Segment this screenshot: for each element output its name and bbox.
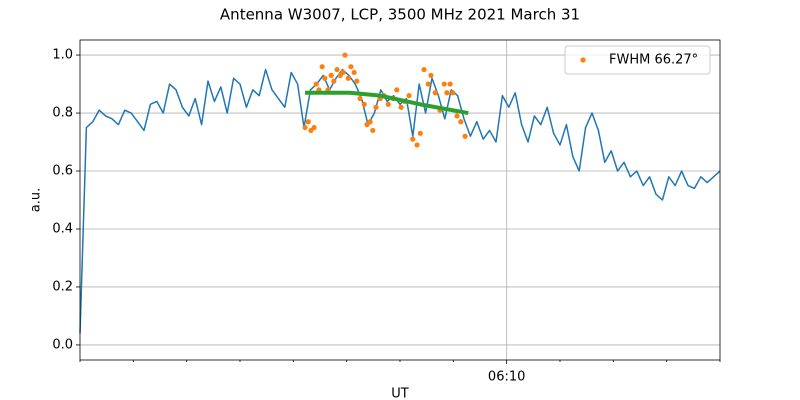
- data-point: [385, 101, 391, 107]
- data-point: [373, 104, 379, 110]
- data-point: [444, 90, 450, 96]
- data-point: [354, 78, 360, 84]
- axes-frame: [79, 39, 721, 361]
- data-point: [441, 81, 447, 87]
- data-point: [425, 81, 431, 87]
- data-point: [351, 69, 357, 76]
- data-point: [428, 72, 434, 78]
- y-tick-label: 0.2: [52, 279, 73, 294]
- legend-marker: [580, 57, 586, 63]
- y-tick-label: 0.6: [52, 164, 73, 179]
- data-point: [421, 66, 427, 73]
- data-point: [370, 127, 376, 134]
- data-point: [313, 81, 319, 87]
- data-point: [462, 133, 468, 139]
- data-point: [367, 119, 373, 125]
- data-point: [322, 75, 328, 81]
- legend-box: [564, 45, 711, 75]
- data-point: [447, 81, 453, 87]
- data-line: [79, 68, 721, 334]
- y-tick-label: 0.4: [52, 221, 73, 236]
- data-point: [454, 113, 460, 119]
- data-point: [398, 104, 404, 110]
- chart-title: Antenna W3007, LCP, 3500 MHz 2021 March …: [220, 6, 580, 24]
- legend-label: FWHM 66.27°: [609, 53, 698, 68]
- y-axis-label: a.u.: [29, 188, 44, 212]
- data-point: [361, 101, 367, 107]
- y-tick-label: 0.0: [52, 337, 73, 352]
- data-point: [458, 119, 464, 125]
- data-point: [406, 93, 412, 99]
- data-point: [450, 90, 456, 96]
- data-point: [357, 95, 363, 102]
- data-point: [410, 136, 416, 142]
- y-tick-label: 0.8: [52, 106, 73, 121]
- data-point: [328, 72, 334, 78]
- data-point: [417, 130, 423, 136]
- data-point: [394, 87, 400, 93]
- data-point: [432, 90, 438, 96]
- data-point: [305, 119, 311, 125]
- data-point: [319, 64, 325, 70]
- data-point: [345, 75, 351, 81]
- x-tick-label: 06:10: [488, 370, 525, 385]
- data-point: [334, 66, 340, 73]
- data-point: [311, 124, 317, 131]
- data-line: [305, 90, 469, 116]
- data-point: [302, 124, 308, 131]
- data-point: [414, 142, 420, 148]
- data-point: [340, 69, 346, 76]
- x-axis-label: UT: [391, 387, 409, 400]
- data-point: [331, 78, 337, 84]
- data-point: [348, 64, 354, 70]
- y-tick-label: 1.0: [52, 48, 73, 63]
- data-point: [342, 52, 348, 58]
